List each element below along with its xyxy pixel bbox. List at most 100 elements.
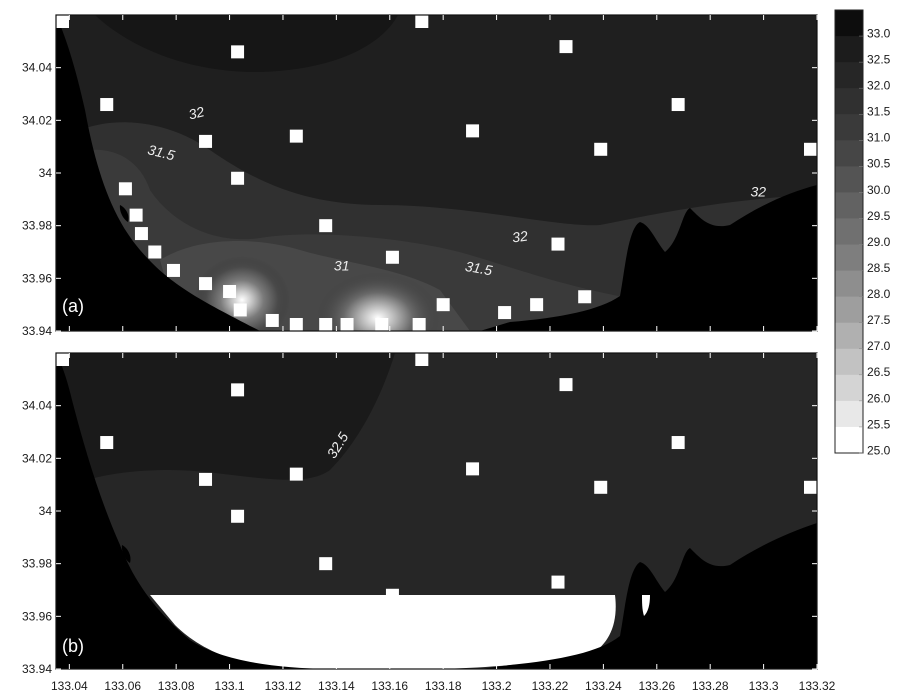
colorbar-swatch [835, 218, 863, 246]
x-tick-label: 133.22 [532, 679, 569, 693]
x-tick-label: 133.06 [104, 679, 141, 693]
station-marker [530, 298, 544, 312]
colorbar-swatch [835, 322, 863, 350]
colorbar-swatch [835, 10, 863, 37]
x-tick-label: 133.28 [692, 679, 729, 693]
colorbar-swatch [835, 296, 863, 324]
colorbar-swatch [835, 374, 863, 402]
station-marker [265, 313, 279, 327]
station-marker [466, 124, 480, 138]
station-marker [594, 142, 608, 156]
station-marker [231, 383, 245, 397]
colorbar: 33.0 32.5 32.0 31.5 31.0 30.5 30.0 29.5 29.0 28.5… [834, 9, 891, 457]
contour-label: 32 [187, 103, 206, 122]
x-tick-label: 133.2 [482, 679, 512, 693]
station-marker [559, 40, 573, 54]
station-marker [289, 129, 303, 143]
station-marker [231, 171, 245, 185]
colorbar-label: 29.5 [867, 209, 891, 223]
station-marker [134, 227, 148, 241]
station-marker [118, 182, 132, 196]
panel-a-band-32-5 [95, 15, 398, 73]
colorbar-swatch [835, 244, 863, 272]
colorbar-frame [834, 9, 864, 454]
y-tick-label: 33.94 [22, 662, 52, 676]
station-marker [466, 462, 480, 476]
x-tick-label: 133.1 [215, 679, 245, 693]
y-tick-label: 33.96 [22, 271, 52, 285]
colorbar-label: 27.0 [867, 339, 891, 353]
colorbar-label: 31.0 [867, 131, 891, 145]
station-marker [559, 378, 573, 392]
station-marker [233, 303, 247, 317]
contour-label: 31.5 [146, 141, 177, 163]
x-tick-label: 133.3 [749, 679, 779, 693]
panel-a-land-west [56, 15, 260, 331]
panel-a-contour-labels: 32 31.5 32 31 31.5 32 [146, 103, 766, 278]
station-marker [412, 318, 426, 331]
station-marker [100, 98, 114, 112]
station-marker [319, 318, 333, 331]
contour-label: 31 [334, 257, 350, 273]
colorbar-label: 32.5 [867, 53, 891, 67]
panel-b-land-notch [121, 545, 131, 563]
panel-a-stations [56, 15, 817, 331]
colorbar-label: 28.5 [867, 261, 891, 275]
panel-b-freshwater-region [150, 595, 616, 669]
y-tick-label: 33.96 [22, 609, 52, 623]
contour-label: 31.5 [464, 258, 494, 279]
colorbar-swatch [835, 270, 863, 298]
colorbar-label: 32.0 [867, 79, 891, 93]
contour-label: 32 [511, 227, 529, 245]
x-axis: 133.04 133.06 133.08 133.1 133.12 133.14 133.1… [51, 15, 836, 693]
station-marker [594, 480, 608, 494]
colorbar-label: 27.5 [867, 313, 891, 327]
station-marker [385, 588, 399, 602]
y-tick-label: 34.02 [22, 451, 52, 465]
panel-b-inlet-gap [642, 595, 650, 616]
y-tick-label: 34 [39, 504, 53, 518]
y-tick-label: 33.94 [22, 324, 52, 338]
station-marker [804, 142, 817, 156]
station-marker [671, 98, 685, 112]
contour-label: 32 [750, 184, 766, 200]
station-marker [375, 318, 389, 331]
colorbar-swatch [835, 348, 863, 376]
y-tick-label: 34.04 [22, 399, 52, 413]
colorbar-label: 30.5 [867, 157, 891, 171]
station-marker [199, 134, 213, 148]
colorbar-label: 31.5 [867, 105, 891, 119]
x-tick-label: 133.08 [158, 679, 195, 693]
station-marker [551, 575, 565, 589]
y-tick-label: 34.04 [22, 61, 52, 75]
station-marker [289, 467, 303, 481]
y-tick-label: 33.98 [22, 557, 52, 571]
station-marker [223, 285, 237, 298]
y-tick-label: 34 [39, 166, 53, 180]
panel-b [56, 353, 817, 669]
station-marker [319, 557, 333, 571]
colorbar-swatch [835, 62, 863, 89]
colorbar-label: 26.5 [867, 365, 891, 379]
panel-a [56, 15, 817, 331]
station-marker [166, 263, 180, 277]
x-tick-label: 133.18 [425, 679, 462, 693]
station-marker [148, 245, 162, 259]
colorbar-swatch [835, 36, 863, 63]
station-marker [415, 15, 429, 28]
colorbar-label: 25.0 [867, 443, 891, 457]
panel-b-land-west [56, 353, 330, 669]
station-marker [551, 237, 565, 251]
station-marker [56, 353, 69, 366]
panel-a-land-notch [119, 205, 129, 222]
panel-b-tag: (b) [62, 636, 84, 656]
station-marker [199, 472, 213, 486]
x-tick-label: 133.26 [638, 679, 675, 693]
station-marker [231, 509, 245, 523]
station-marker [498, 306, 512, 320]
colorbar-label: 25.5 [867, 417, 891, 431]
station-marker [436, 298, 450, 312]
colorbar-label: 28.0 [867, 287, 891, 301]
station-marker [319, 219, 333, 233]
colorbar-label: 33.0 [867, 26, 891, 40]
